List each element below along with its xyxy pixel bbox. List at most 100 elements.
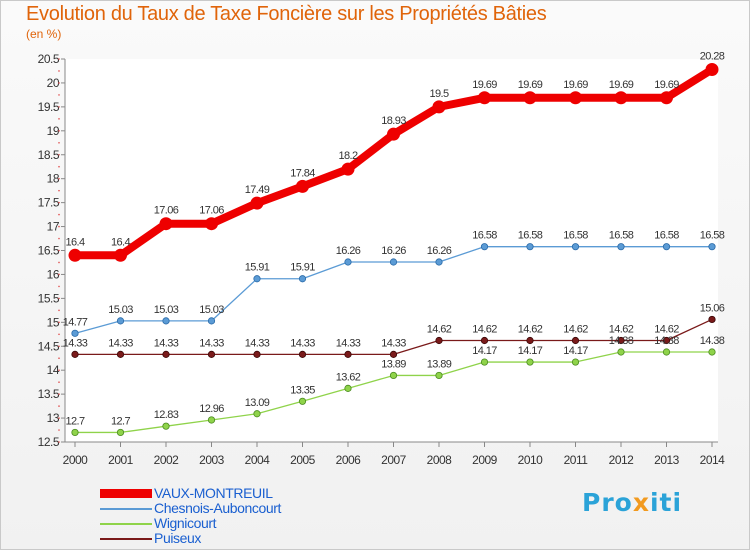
data-label-vaux-montreuil: 16.4 <box>111 236 130 248</box>
data-label-puiseux: 14.33 <box>381 337 406 349</box>
data-label-puiseux: 14.62 <box>563 324 588 336</box>
y-minor-tick <box>58 345 60 348</box>
data-label-puiseux: 14.33 <box>154 337 179 349</box>
data-label-puiseux: 14.62 <box>654 324 679 336</box>
x-tick-label: 2014 <box>700 453 726 467</box>
x-tick-label: 2007 <box>381 453 407 467</box>
data-label-chesnois-auboncourt: 15.03 <box>199 304 224 316</box>
data-point-vaux-montreuil <box>569 91 582 105</box>
data-label-puiseux: 14.62 <box>518 324 543 336</box>
data-point-chesnois-auboncourt <box>526 243 534 251</box>
data-label-puiseux: 14.33 <box>245 337 270 349</box>
x-tick-label: 2012 <box>609 453 635 467</box>
y-minor-tick <box>58 106 60 108</box>
data-point-vaux-montreuil <box>159 217 173 231</box>
data-label-chesnois-auboncourt: 16.58 <box>518 230 543 242</box>
data-point-puiseux <box>708 315 716 324</box>
data-label-wignicourt: 14.17 <box>563 345 588 357</box>
data-point-vaux-montreuil <box>250 196 264 210</box>
y-minor-tick <box>58 441 60 443</box>
data-point-wignicourt <box>298 397 307 405</box>
data-label-vaux-montreuil: 19.69 <box>472 79 497 91</box>
data-point-puiseux <box>662 336 671 345</box>
y-minor-tick <box>58 369 60 371</box>
data-point-wignicourt <box>571 358 580 366</box>
data-label-chesnois-auboncourt: 16.58 <box>654 230 679 242</box>
data-label-vaux-montreuil: 19.69 <box>609 79 634 91</box>
data-point-vaux-montreuil <box>614 91 628 105</box>
data-label-wignicourt: 13.89 <box>381 358 406 370</box>
data-point-chesnois-auboncourt <box>480 243 489 251</box>
data-label-chesnois-auboncourt: 16.26 <box>336 245 361 257</box>
proxiti-logo: Proxiti <box>582 488 683 517</box>
y-minor-tick <box>58 261 60 264</box>
data-label-wignicourt: 13.89 <box>427 358 452 370</box>
data-point-vaux-montreuil <box>432 100 446 114</box>
data-point-puiseux <box>480 336 489 345</box>
y-minor-tick <box>58 393 60 395</box>
data-point-wignicourt <box>617 348 625 356</box>
data-point-chesnois-auboncourt <box>617 243 625 251</box>
data-label-chesnois-auboncourt: 16.26 <box>381 245 406 257</box>
data-label-vaux-montreuil: 17.49 <box>245 184 270 196</box>
data-point-puiseux <box>526 336 534 345</box>
data-label-vaux-montreuil: 19.69 <box>654 79 679 91</box>
data-label-chesnois-auboncourt: 16.58 <box>472 230 497 242</box>
data-point-chesnois-auboncourt <box>662 243 671 251</box>
data-point-chesnois-auboncourt <box>207 317 216 325</box>
data-point-chesnois-auboncourt <box>253 275 261 283</box>
y-tick-label: 15 <box>47 315 60 329</box>
y-minor-tick <box>58 309 60 312</box>
data-label-puiseux: 14.62 <box>472 324 497 336</box>
data-point-wignicourt <box>708 348 716 356</box>
data-label-chesnois-auboncourt: 16.26 <box>427 245 452 257</box>
data-label-vaux-montreuil: 19.5 <box>429 88 448 100</box>
data-label-vaux-montreuil: 18.2 <box>338 150 357 162</box>
data-point-vaux-montreuil <box>523 91 537 105</box>
y-minor-tick <box>58 201 60 204</box>
data-point-wignicourt <box>344 384 352 392</box>
legend-swatch-vaux-montreuil <box>100 489 152 498</box>
legend-label-vaux-montreuil: VAUX-MONTREUIL <box>154 485 273 501</box>
data-label-wignicourt: 14.38 <box>700 335 725 347</box>
data-label-chesnois-auboncourt: 16.58 <box>563 230 588 242</box>
data-point-wignicourt <box>526 358 534 366</box>
data-label-chesnois-auboncourt: 15.91 <box>245 262 270 274</box>
y-minor-tick <box>58 417 60 419</box>
y-tick-label: 16 <box>47 267 60 281</box>
y-tick-label: 19.5 <box>38 100 60 114</box>
data-point-puiseux <box>207 350 216 358</box>
data-point-chesnois-auboncourt <box>116 317 125 325</box>
chart-title: Evolution du Taux de Taxe Foncière sur l… <box>26 3 547 25</box>
y-minor-tick <box>58 321 60 324</box>
data-point-vaux-montreuil <box>68 248 82 262</box>
data-label-wignicourt: 13.09 <box>245 397 270 409</box>
y-tick-label: 13 <box>47 411 60 425</box>
y-minor-tick <box>58 357 60 360</box>
data-point-puiseux <box>344 350 352 358</box>
x-tick-label: 2002 <box>154 453 180 467</box>
data-point-puiseux <box>116 350 125 358</box>
y-tick-label: 12.5 <box>38 435 60 449</box>
data-label-puiseux: 15.06 <box>700 302 725 314</box>
data-point-chesnois-auboncourt <box>389 258 398 266</box>
data-point-wignicourt <box>71 428 79 437</box>
data-label-vaux-montreuil: 19.69 <box>518 79 543 91</box>
data-label-wignicourt: 12.7 <box>111 415 130 427</box>
data-point-vaux-montreuil <box>660 91 673 105</box>
y-minor-tick <box>58 70 60 72</box>
x-tick-label: 2001 <box>108 453 134 467</box>
data-point-wignicourt <box>389 371 398 380</box>
y-minor-tick <box>58 429 60 431</box>
y-minor-tick <box>58 165 60 168</box>
data-point-wignicourt <box>162 422 170 430</box>
data-point-vaux-montreuil <box>341 162 355 176</box>
data-point-chesnois-auboncourt <box>708 243 716 251</box>
data-point-wignicourt <box>116 428 125 437</box>
y-minor-tick <box>58 333 60 336</box>
data-label-chesnois-auboncourt: 15.03 <box>154 304 179 316</box>
y-tick-label: 16.5 <box>38 244 60 258</box>
data-point-puiseux <box>389 350 398 358</box>
data-label-wignicourt: 14.38 <box>654 335 679 347</box>
y-tick-label: 20.5 <box>38 52 60 66</box>
